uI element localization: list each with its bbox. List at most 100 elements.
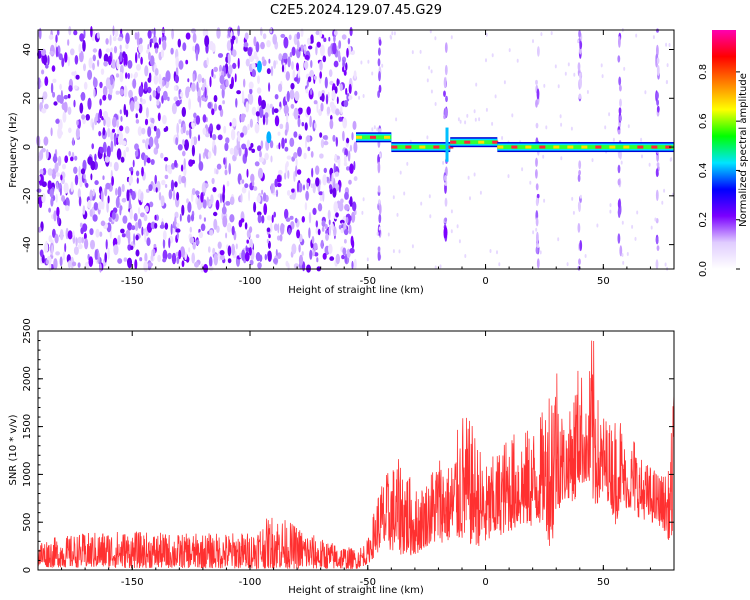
sparse-speckle <box>557 84 560 89</box>
noise-speckle <box>320 138 325 149</box>
noise-speckle <box>280 223 285 235</box>
noise-speckle <box>185 130 190 136</box>
noise-speckle <box>144 65 149 77</box>
noise-speckle <box>153 125 157 132</box>
noise-speckle <box>41 181 47 188</box>
noise-speckle <box>87 199 92 209</box>
noise-speckle <box>293 152 298 159</box>
noise-speckle <box>94 249 98 261</box>
noise-speckle <box>232 62 237 69</box>
streak-speckle <box>535 217 539 227</box>
noise-speckle <box>327 46 332 57</box>
sparse-speckle <box>539 250 542 255</box>
noise-speckle <box>315 165 320 175</box>
sparse-speckle <box>378 199 381 204</box>
noise-speckle <box>323 167 327 174</box>
streak-speckle <box>378 203 382 215</box>
noise-speckle <box>333 30 338 36</box>
noise-speckle <box>158 73 162 85</box>
noise-speckle <box>130 245 134 250</box>
noise-speckle <box>309 249 313 260</box>
noise-speckle <box>73 85 78 90</box>
noise-speckle <box>209 229 214 236</box>
noise-speckle <box>135 52 138 64</box>
noise-speckle <box>319 44 325 57</box>
noise-speckle <box>45 149 49 160</box>
noise-speckle <box>268 234 271 239</box>
noise-speckle <box>79 222 83 228</box>
snr-x-label: Height of straight line (km) <box>288 585 424 596</box>
noise-speckle <box>127 244 132 251</box>
noise-speckle <box>249 226 253 234</box>
sparse-speckle <box>508 48 511 53</box>
noise-speckle <box>138 207 141 215</box>
noise-speckle <box>49 50 54 56</box>
noise-speckle <box>162 39 167 51</box>
noise-speckle <box>269 103 273 109</box>
noise-speckle <box>173 96 179 102</box>
noise-speckle <box>145 188 150 193</box>
noise-speckle <box>36 188 42 193</box>
noise-speckle <box>286 155 292 160</box>
noise-speckle <box>136 64 141 71</box>
streak-speckle <box>443 90 446 97</box>
noise-speckle <box>216 27 221 39</box>
noise-speckle <box>45 64 49 69</box>
noise-speckle <box>258 95 262 107</box>
noise-speckle <box>37 226 42 233</box>
noise-speckle <box>268 58 271 64</box>
noise-speckle <box>127 222 133 231</box>
noise-speckle <box>289 215 294 220</box>
x-tick-label: -50 <box>360 276 376 287</box>
sparse-speckle <box>496 250 498 255</box>
noise-speckle <box>59 256 63 267</box>
noise-speckle <box>125 72 128 79</box>
sparse-speckle <box>366 257 369 262</box>
noise-speckle <box>78 43 82 54</box>
streak-speckle <box>377 246 381 252</box>
noise-speckle <box>143 81 148 92</box>
sparse-speckle <box>545 125 548 130</box>
noise-speckle <box>248 247 252 256</box>
noise-speckle <box>175 56 179 68</box>
colorbar-tick-label: 0.4 <box>698 162 709 178</box>
noise-speckle <box>187 78 190 83</box>
sparse-speckle <box>458 239 461 244</box>
noise-speckle <box>190 214 195 222</box>
streak-speckle <box>619 98 622 108</box>
x-tick-label: -100 <box>239 577 262 588</box>
noise-speckle <box>266 238 269 244</box>
noise-speckle <box>222 215 228 228</box>
noise-speckle <box>241 90 245 102</box>
streak-speckle <box>577 62 581 72</box>
noise-speckle <box>319 61 323 71</box>
noise-speckle <box>278 106 281 112</box>
streak-speckle <box>579 240 583 252</box>
x-tick-label: -50 <box>360 577 376 588</box>
noise-speckle <box>223 125 227 134</box>
colorbar-tick-label: 0.0 <box>698 261 709 277</box>
noise-speckle <box>125 32 130 45</box>
noise-speckle <box>189 127 192 139</box>
noise-speckle <box>80 168 86 175</box>
noise-speckle <box>143 214 148 222</box>
noise-speckle <box>284 172 287 180</box>
noise-speckle <box>227 245 232 257</box>
noise-speckle <box>267 250 272 262</box>
noise-speckle <box>59 229 64 241</box>
noise-speckle <box>55 34 58 43</box>
noise-speckle <box>65 205 70 212</box>
streak-speckle <box>535 169 538 179</box>
streak-speckle <box>536 193 540 199</box>
noise-speckle <box>75 237 78 247</box>
sparse-speckle <box>456 224 459 229</box>
noise-speckle <box>279 123 284 129</box>
noise-speckle <box>98 48 102 59</box>
noise-speckle <box>170 223 173 235</box>
noise-speckle <box>99 231 103 237</box>
track-core <box>478 140 485 144</box>
noise-speckle <box>345 87 348 96</box>
streak-speckle <box>535 183 539 191</box>
noise-speckle <box>92 121 95 131</box>
noise-speckle <box>269 140 274 149</box>
